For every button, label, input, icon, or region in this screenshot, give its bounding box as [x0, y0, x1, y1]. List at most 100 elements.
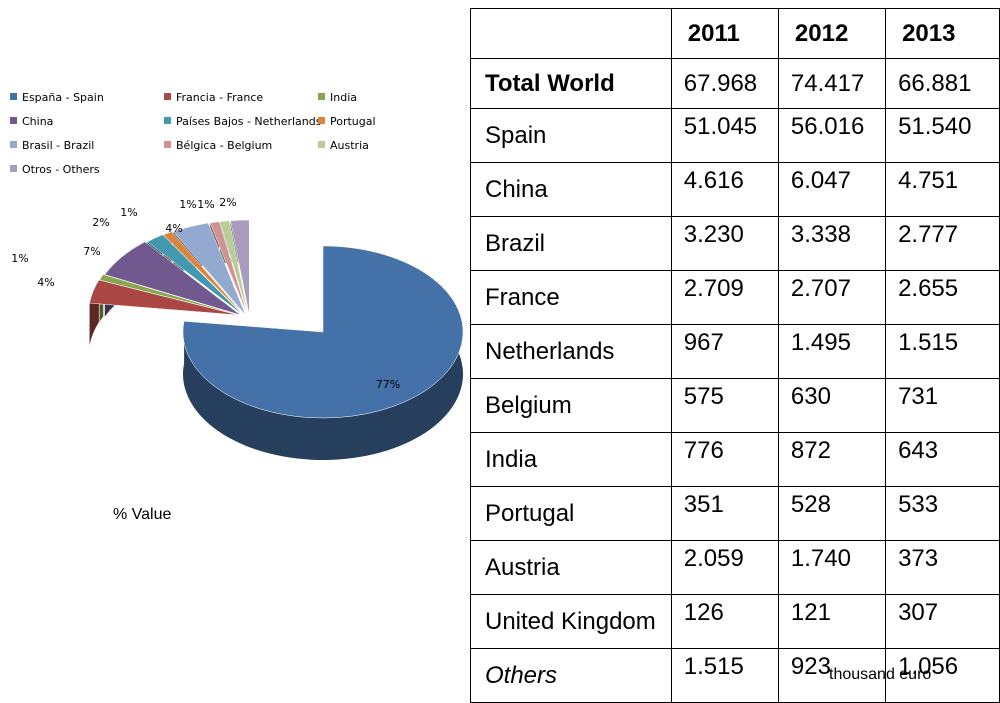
table-row: United Kingdom 126 121 307 [470, 594, 1000, 649]
legend-swatch [164, 93, 171, 100]
table-cell-value: 4.616 [670, 162, 779, 217]
table-row-label: Total World [470, 58, 672, 109]
legend-label: Bélgica - Belgium [176, 139, 272, 152]
table-cell-value: 630 [777, 378, 887, 433]
pie-data-label: 2% [219, 196, 236, 209]
pie-slice [104, 241, 241, 316]
table-cell-value: 6.047 [777, 162, 887, 217]
table-row: France 2.709 2.707 2.655 [470, 270, 1000, 325]
legend-label: Otros - Others [22, 163, 100, 176]
table-cell-value: 74.417 [777, 58, 887, 109]
legend-label: India [330, 91, 357, 104]
table-cell-value: 351 [670, 486, 779, 541]
table-cell-value: 56.016 [777, 108, 887, 163]
table-cell-value: 2.655 [885, 270, 1000, 325]
table-cell-value: 67.968 [670, 58, 779, 109]
pie-data-label: 1% [197, 198, 214, 211]
table-cell-value: 528 [777, 486, 887, 541]
unit-note: thousand euro [829, 666, 932, 683]
table-row: Portugal 351 528 533 [470, 486, 1000, 541]
pie-slice [89, 279, 239, 316]
pie-caption: % Value [113, 506, 172, 523]
table-cell-value: 307 [885, 594, 1000, 649]
legend-swatch [318, 93, 325, 100]
header-cell-2011: 2011 [670, 8, 779, 59]
header-cell-2012: 2012 [777, 8, 887, 59]
legend-label: Portugal [330, 115, 376, 128]
table-cell-value: 2.709 [670, 270, 779, 325]
pie-slice [230, 219, 250, 316]
table-cell-value: 66.881 [885, 58, 1000, 109]
pie-data-label: 1% [11, 252, 28, 265]
table-cell-value: 967 [670, 324, 779, 379]
legend-label: España - Spain [22, 91, 104, 104]
table-cell-value: 1.740 [777, 540, 887, 595]
legend-swatch [318, 141, 325, 148]
table-row: Austria 2.059 1.740 373 [470, 540, 1000, 595]
legend-swatch [164, 141, 171, 148]
table-cell-value: 872 [777, 432, 887, 487]
table-cell-value: 373 [885, 540, 1000, 595]
table-row-label: China [470, 162, 672, 217]
legend-label: Brasil - Brazil [22, 139, 94, 152]
table-body: Total World 67.968 74.417 66.881 Spain 51.045… [470, 58, 1000, 703]
table-row: Others 1.515 923 1.056 [470, 648, 1000, 703]
table-cell-value: 731 [885, 378, 1000, 433]
table-row: Belgium 575 630 731 [470, 378, 1000, 433]
table-row-label: Brazil [470, 216, 672, 271]
table-row-label: India [470, 432, 672, 487]
pie-data-label: 4% [165, 222, 182, 235]
table-cell-value: 1.515 [885, 324, 1000, 379]
table-cell-value: 121 [777, 594, 887, 649]
legend-swatch [10, 165, 17, 172]
table-row-label: Netherlands [470, 324, 672, 379]
table-cell-value: 533 [885, 486, 1000, 541]
table-row: China 4.616 6.047 4.751 [470, 162, 1000, 217]
pie-slice [182, 245, 464, 419]
table-row-label: Austria [470, 540, 672, 595]
table-row-label: France [470, 270, 672, 325]
table-cell-value: 1.515 [670, 648, 779, 703]
pie-data-label: 1% [120, 206, 137, 219]
pie-chart-svg: España - Spain Francia - France India China… [10, 91, 464, 460]
legend-swatch [164, 117, 171, 124]
pie-data-label: 2% [92, 216, 109, 229]
pie-data-label: 7% [83, 245, 100, 258]
legend-label: Países Bajos - Netherlands [176, 115, 322, 128]
table-cell-value: 1.056 [885, 648, 1000, 703]
pie-slice [219, 220, 249, 316]
table-row-label: Others [470, 648, 672, 703]
table-row-label: Spain [470, 108, 672, 163]
legend-label: Austria [330, 139, 369, 152]
table-cell-value: 2.777 [885, 216, 1000, 271]
table-cell-value: 126 [670, 594, 779, 649]
table-cell-value: 51.045 [670, 108, 779, 163]
legend-swatch [10, 93, 17, 100]
legend-label: China [22, 115, 53, 128]
table-cell-value: 2.707 [777, 270, 887, 325]
legend-swatch [318, 117, 325, 124]
pie-chart: España - Spain Francia - France India China… [0, 0, 470, 699]
table-row-label: United Kingdom [470, 594, 672, 649]
pie-slice [146, 234, 244, 316]
pie-slice [172, 222, 246, 316]
table-cell-value: 3.230 [670, 216, 779, 271]
header-cell-2013: 2013 [885, 8, 1000, 59]
table-cell-value: 4.751 [885, 162, 1000, 217]
table-cell-value: 3.338 [777, 216, 887, 271]
pie-data-label: 77% [376, 378, 400, 391]
table-row-label: Portugal [470, 486, 672, 541]
table-row: Brazil 3.230 3.338 2.777 [470, 216, 1000, 271]
header-cell-empty [470, 8, 672, 59]
pie-data-label: 4% [37, 276, 54, 289]
table-cell-value: 2.059 [670, 540, 779, 595]
table-cell-value: 1.495 [777, 324, 887, 379]
legend-swatch [10, 141, 17, 148]
table-row-label: Belgium [470, 378, 672, 433]
legend-label: Francia - France [176, 91, 263, 104]
table-row: Total World 67.968 74.417 66.881 [470, 58, 1000, 109]
table-cell-value: 776 [670, 432, 779, 487]
table-cell-value: 643 [885, 432, 1000, 487]
pie-data-label: 1% [179, 198, 196, 211]
table-row: Netherlands 967 1.495 1.515 [470, 324, 1000, 379]
